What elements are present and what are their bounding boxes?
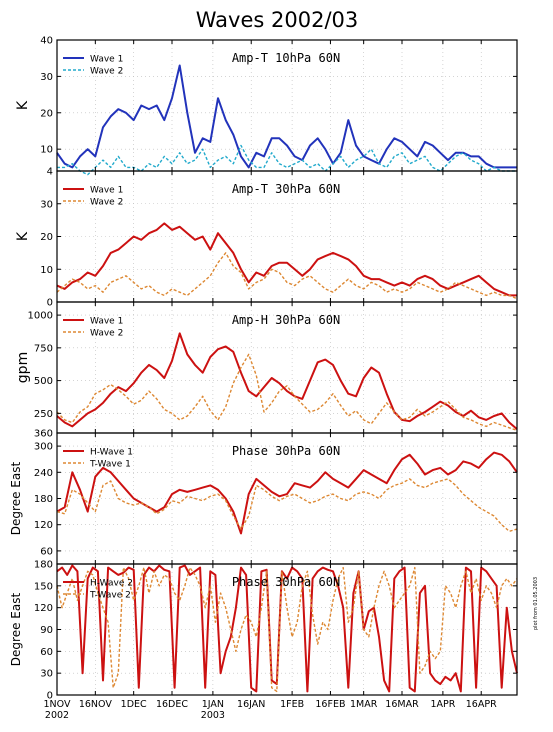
y-axis-label: K xyxy=(15,231,31,241)
y-tick-label: 10 xyxy=(40,145,53,156)
y-tick-label: 40 xyxy=(40,36,53,47)
y-tick-label: 60 xyxy=(40,647,53,658)
y-axis-label: K xyxy=(15,100,31,110)
y-tick-label: 750 xyxy=(34,343,53,354)
series-line-2 xyxy=(56,478,518,532)
y-tick-label: 4 xyxy=(47,167,53,178)
y-tick-label: 240 xyxy=(34,468,53,479)
y-tick-label: 30 xyxy=(40,199,53,210)
y-tick-label: 120 xyxy=(34,520,53,531)
y-tick-label: 30 xyxy=(40,669,53,680)
series-line-1 xyxy=(56,64,517,169)
y-tick-label: 1000 xyxy=(28,311,53,322)
y-tick-label: 10 xyxy=(40,265,53,276)
x-tick-label: 1DEC xyxy=(121,699,147,710)
y-tick-label: 180 xyxy=(34,494,53,505)
x-tick-label: 16DEC xyxy=(156,699,188,710)
x-tick-label: 16APR xyxy=(466,699,497,710)
y-tick-label: 120 xyxy=(34,603,53,614)
x-tick-label: 16FEB xyxy=(315,699,345,710)
series-line-1 xyxy=(56,332,518,430)
panel-title: Amp-T 30hPa 60N xyxy=(232,182,340,196)
panel-title: Amp-T 10hPa 60N xyxy=(232,51,340,65)
y-tick-label: 500 xyxy=(34,376,53,387)
panel-title: Phase 30hPa 60N xyxy=(232,444,340,458)
y-tick-label: 180 xyxy=(34,560,53,571)
panels-group: 4 10 20 30 40 K Amp-T 10hPa 60N Wave 1 Wave 2 0 10… xyxy=(9,36,518,721)
x-tick-label: 1JAN xyxy=(202,699,224,710)
series-line-1 xyxy=(56,564,518,693)
legend-label: Wave 1 xyxy=(90,317,123,327)
y-tick-label: 0 xyxy=(47,298,53,309)
plot-date-note: plot from 01.05.2003 xyxy=(533,576,539,630)
x-tick-year-label: 2002 xyxy=(45,710,69,721)
legend-label: Wave 1 xyxy=(90,186,123,196)
panel-2: 0 10 20 30 K Amp-T 30hPa 60N Wave 1 Wave 2 xyxy=(15,170,518,309)
legend-label: H-Wave 1 xyxy=(90,448,133,458)
x-tick-label: 1MAR xyxy=(350,699,378,710)
x-tick-year-label: 2003 xyxy=(201,710,225,721)
figure-title: Waves 2002/03 xyxy=(196,8,359,32)
legend-label: T-Wave 1 xyxy=(89,460,131,470)
panel-5: 0 30 60 90 120 150 180 Degree East Phase 30hPa 6… xyxy=(9,560,518,702)
series-line-1 xyxy=(56,451,518,535)
x-tick-label: 16JAN xyxy=(237,699,265,710)
panel-4: 60 120 180 240 300 Degree East Phase 30hPa 60N… xyxy=(9,432,518,565)
y-tick-label: 90 xyxy=(40,625,53,636)
legend-label: Wave 2 xyxy=(90,329,123,339)
panel-3: 360 250 500 750 1000 gpm Amp-H 30hPa 60N Wave 1… xyxy=(15,301,518,440)
panel-title: Amp-H 30hPa 60N xyxy=(232,313,340,327)
y-tick-label: 30 xyxy=(40,72,53,83)
legend-label: Wave 2 xyxy=(90,198,123,208)
y-tick-label: 20 xyxy=(40,108,53,119)
x-tick-label: 1NOV xyxy=(44,699,71,710)
series-line-2 xyxy=(56,252,518,300)
y-axis-label: gpm xyxy=(15,352,31,383)
y-tick-label: 60 xyxy=(40,546,53,557)
y-axis-label: Degree East xyxy=(9,593,23,667)
y-tick-label: 250 xyxy=(34,409,53,420)
y-tick-label: 360 xyxy=(34,429,53,440)
x-tick-label: 1FEB xyxy=(280,699,304,710)
legend-label: H-Wave 2 xyxy=(90,579,133,589)
legend-label: Wave 1 xyxy=(90,55,123,65)
series-line-1 xyxy=(56,222,517,297)
y-tick-label: 150 xyxy=(34,581,53,592)
x-tick-label: 16MAR xyxy=(385,699,419,710)
y-tick-label: 300 xyxy=(34,442,53,453)
x-tick-label: 1APR xyxy=(430,699,455,710)
panel-1: 4 10 20 30 40 K Amp-T 10hPa 60N Wave 1 Wave 2 xyxy=(15,36,518,178)
x-tick-label: 16NOV xyxy=(79,699,113,710)
panel-title: Phase 30hPa 60N xyxy=(232,575,340,589)
y-axis-label: Degree East xyxy=(9,462,23,536)
y-tick-label: 0 xyxy=(47,691,53,702)
y-tick-label: 20 xyxy=(40,232,53,243)
legend-label: T-Wave 2 xyxy=(89,591,131,601)
series-line-2 xyxy=(56,353,518,432)
legend-label: Wave 2 xyxy=(90,67,123,77)
